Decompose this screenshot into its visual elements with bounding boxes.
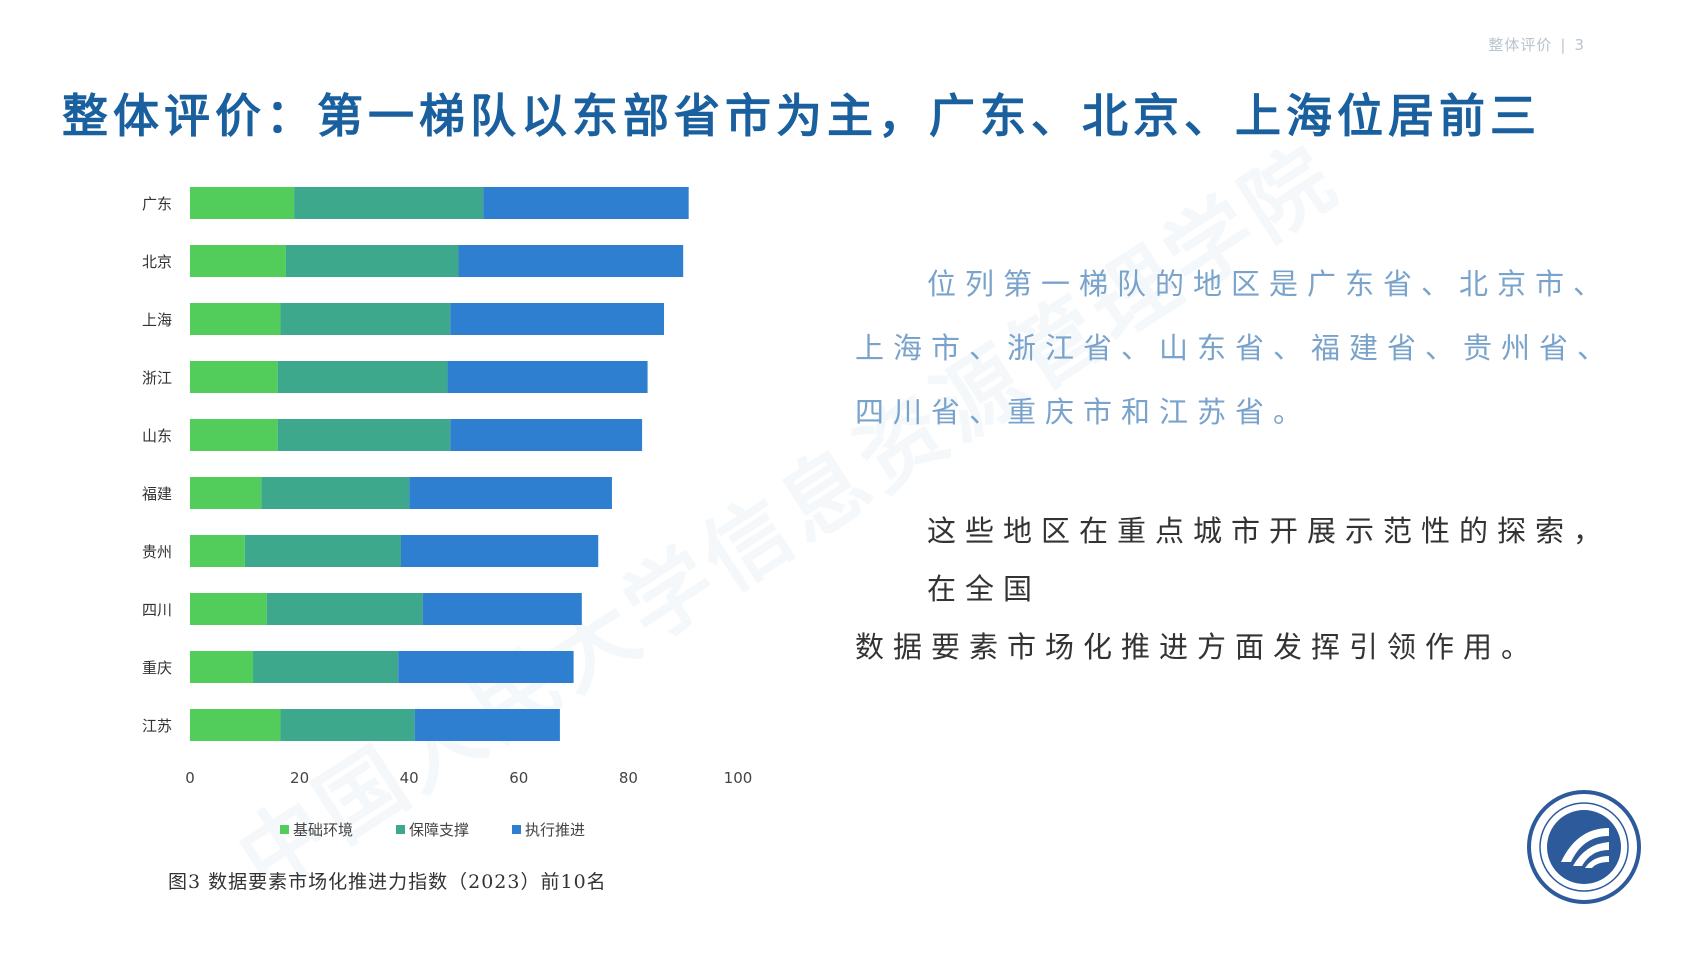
paragraph-2-line-1: 这些地区在重点城市开展示范性的探索，在全国 (927, 514, 1612, 606)
slide-title: 整体评价：第一梯队以东部省市为主，广东、北京、上海位居前三 (62, 89, 1541, 143)
bar-segment (447, 361, 648, 393)
category-label: 浙江 (142, 369, 172, 387)
bar-segment (190, 245, 286, 277)
bar-segment (190, 361, 278, 393)
header-separator: | (1560, 36, 1567, 54)
bar-segment (483, 187, 689, 219)
x-tick-label: 60 (509, 769, 528, 787)
bar-segment (409, 477, 612, 509)
x-tick-label: 80 (619, 769, 638, 787)
header-section: 整体评价 (1488, 36, 1553, 54)
paragraph-1-line-2: 上海市、浙江省、山东省、福建省、贵州省、 (855, 331, 1616, 365)
bar-segment (190, 535, 245, 567)
bar-segment (190, 187, 295, 219)
x-tick-label: 100 (724, 769, 753, 787)
bar-segment (190, 651, 254, 683)
x-tick-label: 0 (185, 769, 195, 787)
bar-segment (277, 419, 451, 451)
x-tick-label: 20 (290, 769, 309, 787)
bar-segment (190, 477, 262, 509)
paragraph-1-line-3: 四川省、重庆市和江苏省。 (855, 395, 1312, 429)
bar-segment (400, 535, 599, 567)
bar-segment (190, 709, 281, 741)
bar-segment (280, 709, 415, 741)
bar-segment (458, 245, 684, 277)
bar-segment (285, 245, 459, 277)
bar-segment (450, 419, 643, 451)
bar-segment (414, 709, 560, 741)
category-label: 江苏 (142, 717, 172, 735)
legend-swatch (396, 825, 405, 834)
bar-segment (190, 419, 278, 451)
legend-label: 保障支撑 (409, 821, 469, 839)
bar-segment (190, 303, 281, 335)
university-emblem-icon (1527, 790, 1641, 904)
bar-segment (277, 361, 448, 393)
bar-segment (294, 187, 484, 219)
paragraph-2-line-2: 数据要素市场化推进方面发挥引领作用。 (855, 630, 1540, 664)
bar-segment (266, 593, 423, 625)
bar-segment (422, 593, 582, 625)
header-page-number: 3 (1574, 36, 1585, 54)
bar-segment (244, 535, 401, 567)
bar-segment (261, 477, 410, 509)
category-label: 广东 (142, 195, 172, 213)
bar-segment (398, 651, 574, 683)
paragraph-2: 这些地区在重点城市开展示范性的探索，在全国 数据要素市场化推进方面发挥引领作用。 (855, 502, 1645, 676)
x-tick-label: 40 (400, 769, 419, 787)
paragraph-1-line-1: 位列第一梯队的地区是广东省、北京市、 (927, 267, 1612, 301)
legend-swatch (280, 825, 289, 834)
category-label: 重庆 (142, 659, 172, 677)
category-label: 上海 (142, 311, 172, 329)
bar-segment (280, 303, 451, 335)
category-label: 北京 (142, 253, 172, 271)
paragraph-1: 位列第一梯队的地区是广东省、北京市、 上海市、浙江省、山东省、福建省、贵州省、 … (855, 252, 1645, 444)
legend-label: 执行推进 (525, 821, 585, 839)
bar-segment (450, 303, 665, 335)
category-label: 四川 (142, 601, 172, 619)
bar-segment (253, 651, 399, 683)
bar-segment (190, 593, 267, 625)
legend-swatch (512, 825, 521, 834)
category-label: 福建 (142, 485, 172, 503)
header-tag: 整体评价 | 3 (1488, 34, 1585, 55)
chart-caption: 图3 数据要素市场化推进力指数（2023）前10名 (168, 871, 607, 893)
category-label: 山东 (142, 427, 172, 445)
category-label: 贵州 (142, 543, 172, 561)
legend-label: 基础环境 (293, 821, 353, 839)
